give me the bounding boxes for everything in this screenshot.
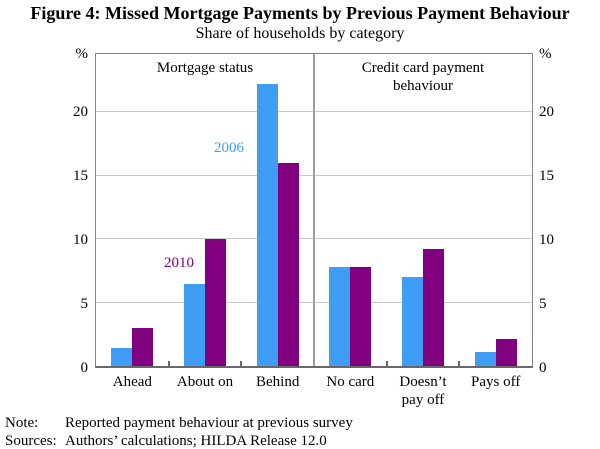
bar-group: Pays off (458, 54, 532, 390)
chart-title: Figure 4: Missed Mortgage Payments by Pr… (30, 3, 570, 23)
bar-2010 (205, 239, 226, 366)
panel-label-credit: Credit card payment behaviour (314, 59, 532, 95)
sources-text: Authors’ calculations; HILDA Release 12.… (65, 433, 327, 449)
panel-label-credit-text: Credit card payment behaviour (361, 60, 485, 94)
bar-2006 (329, 267, 351, 366)
y-tick-label-0: 0 (80, 360, 89, 376)
series-label-2006: 2006 (214, 140, 244, 156)
panel-label-mortgage-text: Mortgage status (156, 60, 254, 76)
category-label: Behind (256, 374, 300, 390)
bar-group: About on (167, 54, 242, 390)
panel-mortgage: Ahead About on Behind (96, 54, 314, 390)
sources-label: Sources: (5, 433, 57, 449)
y-tick-label-5: 5 (539, 295, 547, 312)
y-tick-label-5: 5 (80, 295, 89, 312)
y-tick-label-15: 15 (73, 167, 88, 184)
x-axis-tick (167, 361, 170, 366)
y-axis-right: 0 5 10 15 20 (539, 53, 571, 376)
bar-group: Doesn’t pay off (385, 54, 460, 408)
bar-group: No card (314, 54, 387, 390)
panel-label-mortgage: Mortgage status (96, 59, 314, 77)
y-tick-label-15: 15 (539, 167, 554, 184)
y-tick-label-10: 10 (539, 231, 554, 248)
bar-2006 (474, 352, 496, 366)
series-label-2010: 2010 (164, 255, 194, 271)
y-tick-label-10: 10 (73, 231, 88, 248)
bar-2006 (256, 84, 278, 366)
bar-2006 (184, 283, 205, 366)
y-axis-unit-right: % (539, 46, 552, 62)
bar-2010 (423, 249, 444, 366)
y-axis-unit-left: % (75, 46, 89, 62)
y-tick-label-0: 0 (539, 360, 547, 376)
category-label: Pays off (471, 374, 521, 390)
note-label: Note: (5, 415, 39, 431)
bar-group: Ahead (96, 54, 169, 390)
category-label: No card (326, 374, 375, 390)
y-axis-left: 0 5 10 15 20 (56, 53, 89, 376)
plot-area: Ahead About on Behind No card Doesn’t pay o… (95, 53, 533, 408)
y-tick-label-20: 20 (73, 103, 88, 120)
category-label: Ahead (112, 374, 152, 390)
bar-2010 (277, 163, 299, 366)
panel-divider-line (313, 54, 315, 366)
panel-credit: No card Doesn’t pay off Pays off (314, 54, 532, 408)
x-axis-tick (240, 361, 243, 366)
bar-2006 (402, 277, 423, 366)
chart-subtitle: Share of households by category (195, 25, 405, 42)
x-axis-tick (385, 361, 388, 366)
bar-2006 (111, 348, 133, 366)
bar-2010 (350, 267, 372, 366)
category-label: About on (176, 374, 234, 390)
bar-2010 (495, 339, 517, 366)
category-label: Doesn’t pay off (399, 374, 447, 408)
sources-row: Sources: Authors’ calculations; HILDA Rel… (5, 432, 595, 449)
note-row: Note: Reported payment behaviour at previ… (5, 414, 595, 432)
note-text: Reported payment behaviour at previous s… (65, 415, 353, 431)
bar-2010 (132, 327, 154, 366)
x-axis-tick (458, 361, 461, 366)
bar-group: Behind (240, 54, 314, 390)
y-tick-label-20: 20 (539, 103, 554, 120)
